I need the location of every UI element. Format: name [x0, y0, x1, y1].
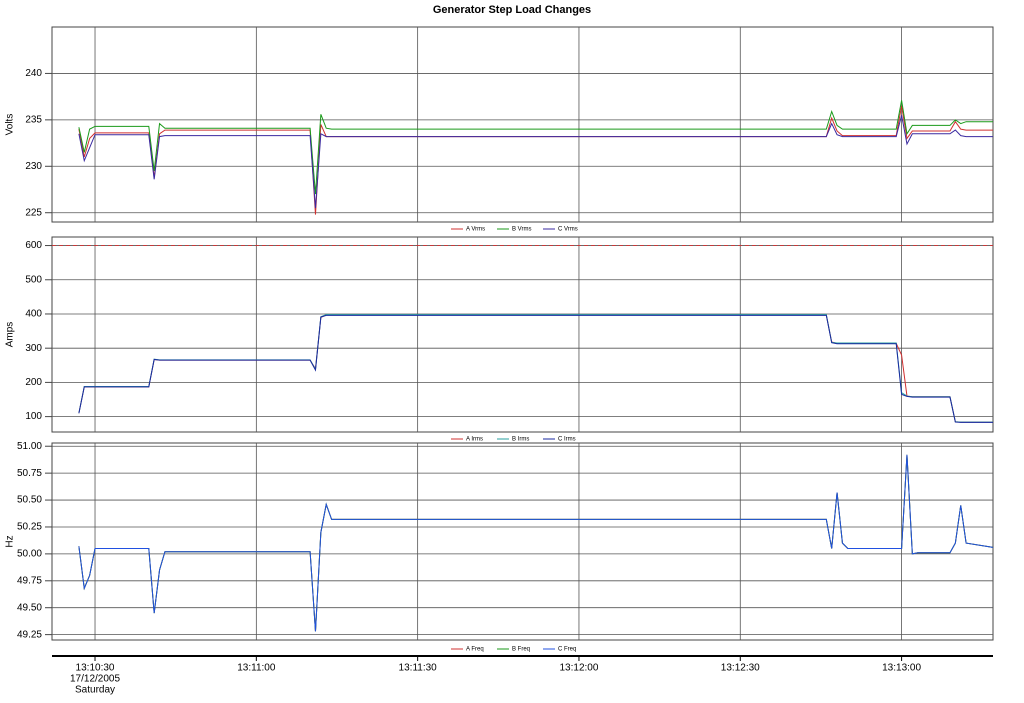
legend-label: C Irms	[558, 437, 576, 443]
y-tick-label: 240	[25, 68, 42, 79]
x-tick-label: 13:11:00	[237, 663, 276, 674]
y-tick-label: 50.50	[17, 495, 42, 506]
y-axis-label: Volts	[5, 114, 16, 136]
x-tick-label: 13:13:00	[882, 663, 921, 674]
y-tick-label: 49.50	[17, 602, 42, 613]
y-tick-label: 100	[25, 411, 42, 422]
legend-label: C Freq	[558, 647, 576, 653]
y-tick-label: 230	[25, 161, 42, 172]
plot-area	[51, 236, 994, 433]
x-tick-sublabel: Saturday	[75, 685, 115, 696]
legend-label: C Vrms	[558, 227, 578, 233]
series-line	[78, 115, 993, 209]
y-tick-label: 50.00	[17, 549, 42, 560]
y-tick-label: 225	[25, 207, 42, 218]
y-tick-label: 500	[25, 274, 42, 285]
y-tick-label: 200	[25, 377, 42, 388]
series-line	[78, 100, 993, 195]
y-tick-label: 600	[25, 240, 42, 251]
plot-area	[51, 26, 994, 223]
y-axis-label: Hz	[5, 535, 16, 547]
y-tick-label: 300	[25, 343, 42, 354]
series-line	[78, 454, 994, 632]
legend-label: A Freq	[466, 647, 484, 653]
legend-label: A Irms	[466, 437, 483, 443]
plot-area	[51, 442, 994, 641]
y-tick-label: 51.00	[17, 441, 42, 452]
series-line	[78, 314, 993, 423]
chart-title: Generator Step Load Changes	[433, 4, 591, 16]
y-tick-label: 50.25	[17, 522, 42, 533]
legend-label: B Irms	[512, 437, 529, 443]
y-tick-label: 49.25	[17, 629, 42, 640]
y-axis-label: Amps	[5, 322, 16, 348]
x-tick-sublabel: 17/12/2005	[70, 674, 120, 685]
x-tick-label: 13:12:00	[559, 663, 598, 674]
x-tick-label: 13:12:30	[721, 663, 760, 674]
y-tick-label: 49.75	[17, 575, 42, 586]
x-tick-label: 13:11:30	[399, 663, 438, 674]
y-tick-label: 50.75	[17, 468, 42, 479]
y-tick-label: 235	[25, 114, 42, 125]
x-tick-label: 13:10:30	[76, 663, 115, 674]
legend-label: A Vrms	[466, 227, 485, 233]
y-tick-label: 400	[25, 309, 42, 320]
legend-label: B Freq	[512, 647, 530, 653]
legend-label: B Vrms	[512, 227, 531, 233]
